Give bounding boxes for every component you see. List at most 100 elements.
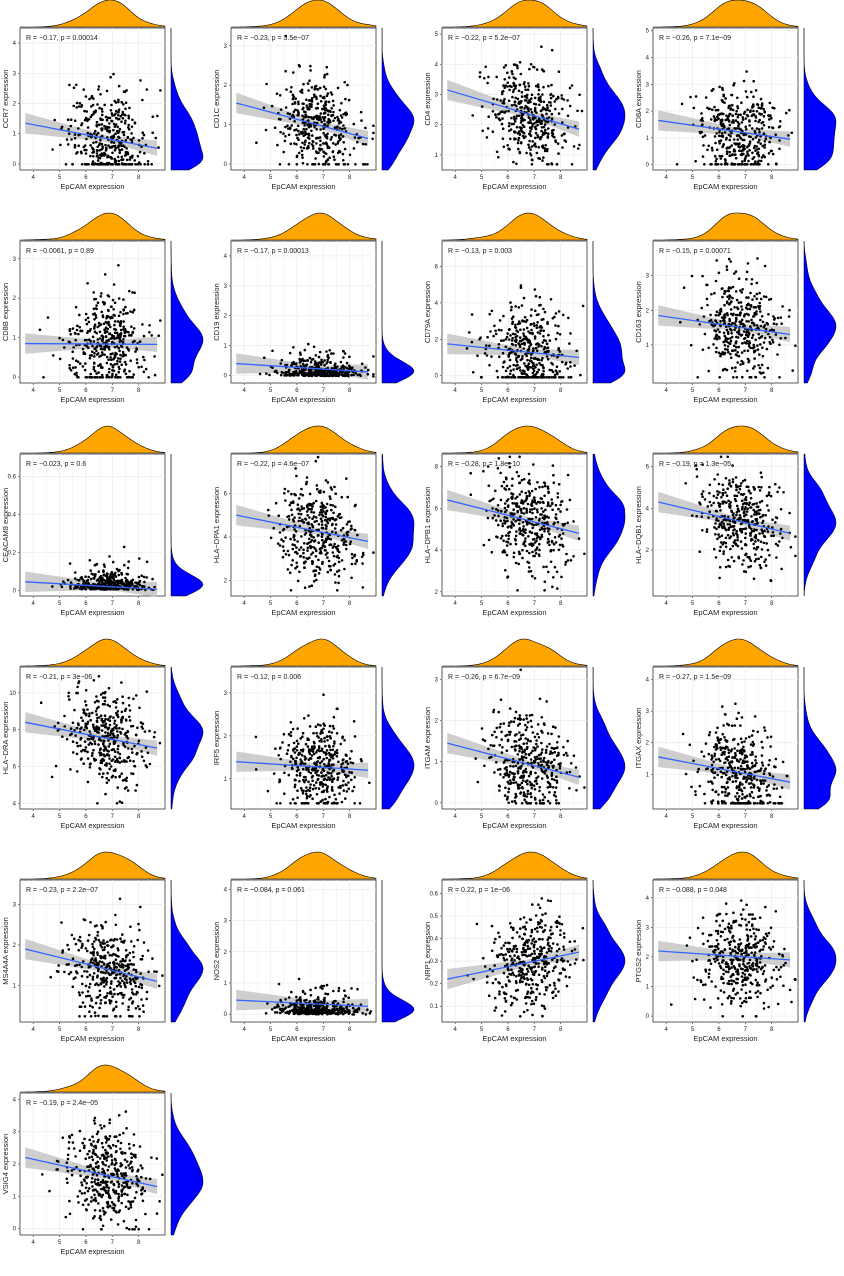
data-point	[531, 140, 534, 143]
data-point	[524, 532, 527, 535]
data-point	[754, 376, 757, 379]
data-point	[331, 93, 334, 96]
data-point	[754, 162, 757, 165]
data-point	[120, 572, 123, 575]
y-tick-label: 4	[435, 548, 439, 554]
data-point	[739, 289, 742, 292]
data-point	[735, 113, 738, 116]
data-point	[767, 163, 770, 166]
data-point	[132, 341, 135, 344]
data-point	[284, 135, 287, 138]
data-point	[519, 322, 522, 325]
data-point	[547, 132, 550, 135]
data-point	[752, 344, 755, 347]
data-point	[101, 129, 104, 132]
data-point	[529, 126, 532, 129]
data-point	[746, 114, 749, 117]
data-point	[758, 353, 761, 356]
data-point	[95, 372, 98, 375]
data-point	[531, 123, 534, 126]
data-point	[293, 516, 296, 519]
x-tick-label: 6	[506, 388, 510, 394]
data-point	[509, 543, 512, 546]
data-point	[715, 158, 718, 161]
data-point	[74, 137, 77, 140]
data-point	[62, 580, 65, 583]
data-point	[100, 292, 103, 295]
data-point	[113, 123, 116, 126]
data-point	[103, 346, 106, 349]
data-point	[338, 569, 341, 572]
data-point	[711, 108, 714, 111]
data-point	[724, 119, 727, 122]
data-point	[280, 108, 283, 111]
data-point	[561, 108, 564, 111]
data-point	[517, 563, 520, 566]
data-point	[346, 371, 349, 374]
data-point	[528, 140, 531, 143]
data-point	[516, 471, 519, 474]
data-point	[293, 544, 296, 547]
y-tick-label: 5	[435, 32, 439, 38]
data-point	[498, 355, 501, 358]
data-point	[136, 358, 139, 361]
data-point	[110, 104, 113, 107]
data-point	[530, 63, 533, 66]
data-point	[345, 114, 348, 117]
data-point	[288, 370, 291, 373]
data-point	[718, 577, 721, 580]
data-point	[747, 358, 750, 361]
data-point	[96, 155, 99, 158]
data-point	[722, 95, 725, 98]
data-point	[338, 575, 341, 578]
data-point	[567, 559, 570, 562]
data-point	[291, 514, 294, 517]
data-point	[319, 351, 322, 354]
data-point	[532, 66, 535, 69]
data-point	[491, 517, 494, 520]
data-point	[155, 137, 158, 140]
data-point	[533, 496, 536, 499]
data-point	[322, 505, 325, 508]
data-point	[547, 530, 550, 533]
data-point	[87, 163, 90, 166]
data-point	[537, 86, 540, 89]
data-point	[315, 142, 318, 145]
data-point	[323, 364, 326, 367]
data-point	[284, 488, 287, 491]
data-point	[295, 475, 298, 478]
data-point	[531, 158, 534, 161]
data-point	[506, 544, 509, 547]
y-tick-label: 1	[646, 343, 650, 349]
data-point	[730, 300, 733, 303]
data-point	[348, 356, 351, 359]
data-point	[539, 538, 542, 541]
data-point	[337, 545, 340, 548]
data-point	[300, 535, 303, 538]
data-point	[488, 539, 491, 542]
data-point	[354, 504, 357, 507]
data-point	[551, 540, 554, 543]
data-point	[336, 555, 339, 558]
data-point	[146, 88, 149, 91]
data-point	[569, 332, 572, 335]
data-point	[99, 157, 102, 160]
data-point	[527, 110, 530, 113]
data-point	[552, 129, 555, 132]
data-point	[107, 126, 110, 129]
data-point	[737, 314, 740, 317]
data-point	[343, 568, 346, 571]
data-point	[519, 133, 522, 136]
data-point	[488, 364, 491, 367]
data-point	[118, 108, 121, 111]
data-point	[732, 349, 735, 352]
top-density	[653, 426, 798, 453]
data-point	[536, 481, 539, 484]
data-point	[543, 481, 546, 484]
data-point	[282, 372, 285, 375]
data-point	[313, 515, 316, 518]
data-point	[84, 339, 87, 342]
data-point	[322, 150, 325, 153]
